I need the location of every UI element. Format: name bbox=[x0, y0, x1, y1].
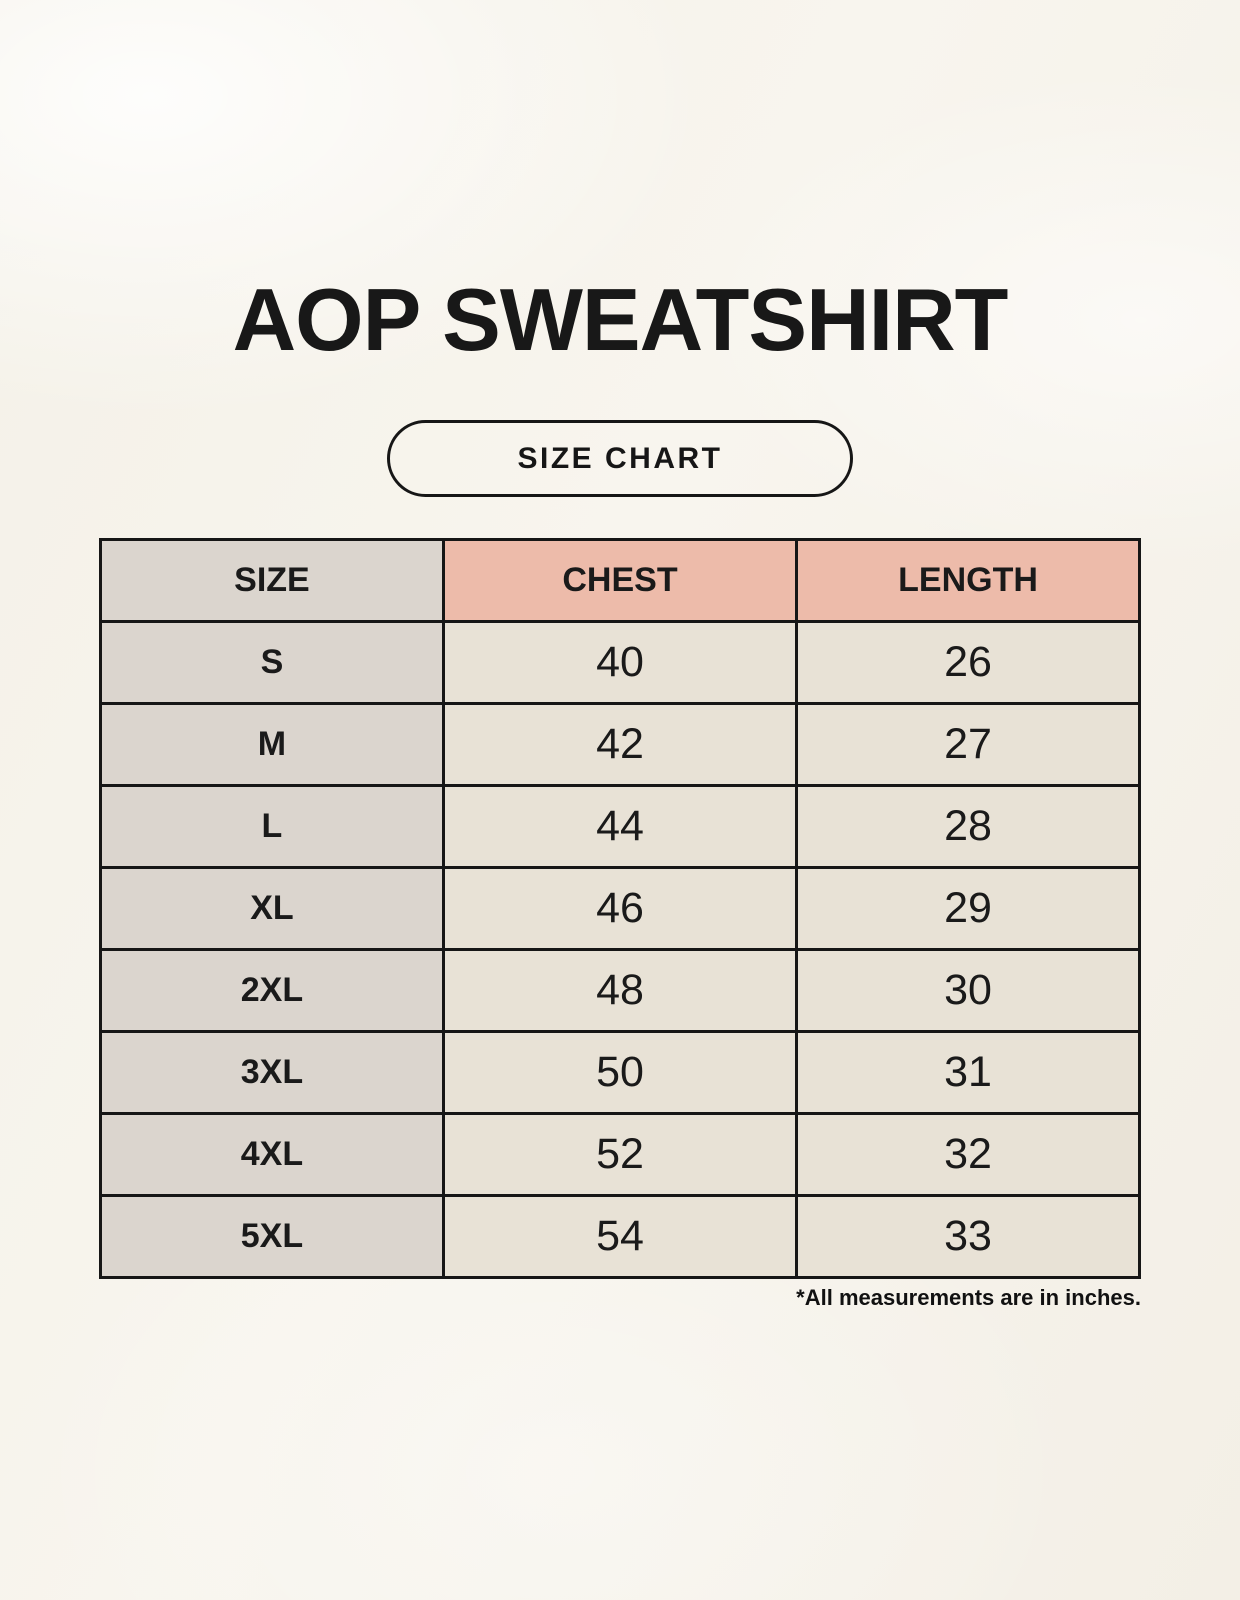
size-label: XL bbox=[99, 866, 445, 951]
size-label: 2XL bbox=[99, 948, 445, 1033]
measurements-footnote: *All measurements are in inches. bbox=[796, 1285, 1141, 1310]
column-header-chest: CHEST bbox=[441, 538, 799, 623]
column-header-length: LENGTH bbox=[795, 538, 1141, 623]
table-row: 3XL 50 31 bbox=[99, 1030, 1141, 1115]
table-row: 2XL 48 30 bbox=[99, 948, 1141, 1033]
chest-value: 50 bbox=[441, 1030, 799, 1115]
size-label: 5XL bbox=[99, 1194, 445, 1279]
chest-value: 44 bbox=[441, 784, 799, 869]
table-row: 4XL 52 32 bbox=[99, 1112, 1141, 1197]
length-value: 30 bbox=[795, 948, 1141, 1033]
chest-value: 42 bbox=[441, 702, 799, 787]
chest-value: 46 bbox=[441, 866, 799, 951]
length-value: 28 bbox=[795, 784, 1141, 869]
size-label: 4XL bbox=[99, 1112, 445, 1197]
length-value: 31 bbox=[795, 1030, 1141, 1115]
size-chart-badge: SIZE CHART bbox=[387, 420, 853, 497]
size-label: M bbox=[99, 702, 445, 787]
table-row: XL 46 29 bbox=[99, 866, 1141, 951]
length-value: 29 bbox=[795, 866, 1141, 951]
length-value: 33 bbox=[795, 1194, 1141, 1279]
column-header-size: SIZE bbox=[99, 538, 445, 623]
size-table: SIZE CHEST LENGTH S 40 26 M 42 27 L 44 2… bbox=[99, 538, 1141, 1279]
size-label: 3XL bbox=[99, 1030, 445, 1115]
length-value: 32 bbox=[795, 1112, 1141, 1197]
chest-value: 52 bbox=[441, 1112, 799, 1197]
chest-value: 40 bbox=[441, 620, 799, 705]
table-row: L 44 28 bbox=[99, 784, 1141, 869]
size-chart-badge-label: SIZE CHART bbox=[517, 441, 723, 475]
table-header-row: SIZE CHEST LENGTH bbox=[99, 538, 1141, 623]
chest-value: 54 bbox=[441, 1194, 799, 1279]
size-label: L bbox=[99, 784, 445, 869]
size-label: S bbox=[99, 620, 445, 705]
length-value: 27 bbox=[795, 702, 1141, 787]
page-title: AOP SWEATSHIRT bbox=[232, 270, 1009, 369]
table-row: 5XL 54 33 bbox=[99, 1194, 1141, 1279]
table-row: M 42 27 bbox=[99, 702, 1141, 787]
length-value: 26 bbox=[795, 620, 1141, 705]
table-row: S 40 26 bbox=[99, 620, 1141, 705]
chest-value: 48 bbox=[441, 948, 799, 1033]
